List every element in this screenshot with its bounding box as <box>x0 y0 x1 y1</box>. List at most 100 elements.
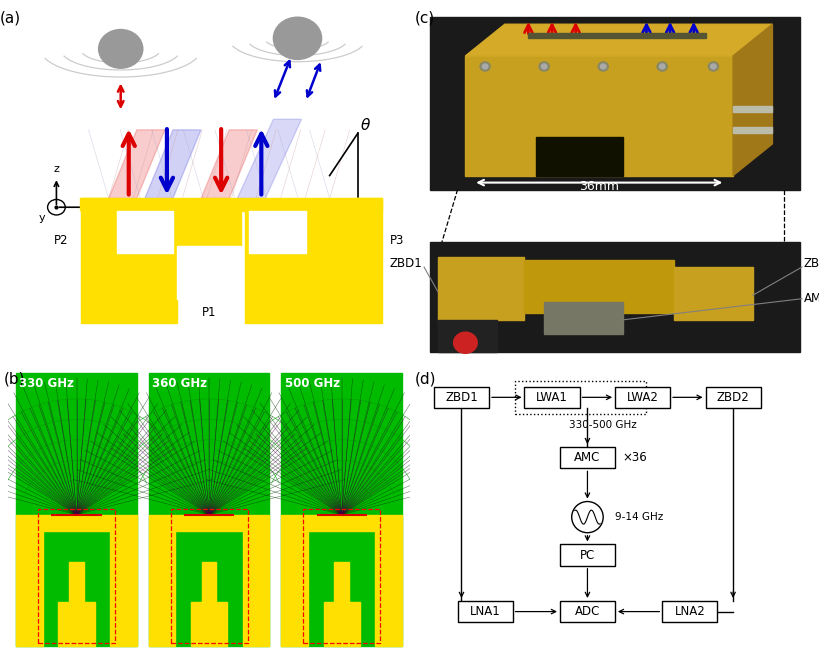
Bar <box>544 302 622 334</box>
Text: LWA1: LWA1 <box>536 391 568 404</box>
Circle shape <box>658 64 664 69</box>
Bar <box>559 601 614 622</box>
Bar <box>437 320 496 351</box>
Bar <box>704 386 760 408</box>
Bar <box>80 210 177 323</box>
Bar <box>58 602 94 645</box>
Bar <box>536 137 622 175</box>
Bar <box>334 562 349 602</box>
Circle shape <box>482 64 487 69</box>
Text: AMC: AMC <box>803 292 819 305</box>
Circle shape <box>453 332 477 353</box>
Circle shape <box>656 62 667 71</box>
Bar <box>673 267 752 320</box>
Bar <box>559 447 614 468</box>
Polygon shape <box>201 130 257 199</box>
Text: P3: P3 <box>390 234 404 247</box>
Bar <box>110 531 137 645</box>
Text: 36mm: 36mm <box>578 181 618 193</box>
Bar <box>170 509 247 643</box>
Bar <box>437 256 524 320</box>
Bar <box>514 380 645 414</box>
Text: (d): (d) <box>414 371 435 386</box>
Circle shape <box>597 62 608 71</box>
Bar <box>614 386 669 408</box>
Bar <box>249 210 305 253</box>
Text: PC: PC <box>579 548 595 562</box>
Bar <box>177 210 241 246</box>
Bar <box>429 242 799 351</box>
Bar <box>245 210 382 323</box>
Circle shape <box>538 62 549 71</box>
Text: ZBD2: ZBD2 <box>803 257 819 270</box>
Text: 360 GHz: 360 GHz <box>152 377 207 390</box>
Bar <box>433 386 488 408</box>
Text: (b): (b) <box>4 371 25 386</box>
Bar <box>429 17 799 190</box>
Text: 9-14 GHz: 9-14 GHz <box>614 512 663 522</box>
Text: 330 GHz: 330 GHz <box>20 377 75 390</box>
Bar <box>149 531 175 645</box>
Polygon shape <box>353 199 382 210</box>
Bar <box>16 515 137 531</box>
Bar <box>324 602 360 645</box>
Bar <box>69 562 84 602</box>
Text: ZBD1: ZBD1 <box>389 257 422 270</box>
Text: ZBD2: ZBD2 <box>716 391 749 404</box>
Bar <box>191 602 227 645</box>
Bar <box>281 373 401 645</box>
Polygon shape <box>80 199 109 210</box>
Circle shape <box>710 64 715 69</box>
Text: θ: θ <box>360 118 370 133</box>
Text: 500 GHz: 500 GHz <box>284 377 339 390</box>
Bar <box>524 260 673 313</box>
Text: LWA2: LWA2 <box>626 391 658 404</box>
Bar <box>281 531 308 645</box>
Circle shape <box>600 64 605 69</box>
Polygon shape <box>109 130 165 199</box>
Text: LNA2: LNA2 <box>673 605 704 618</box>
Bar <box>242 531 269 645</box>
Text: LNA1: LNA1 <box>469 605 500 618</box>
Bar <box>281 515 401 531</box>
Bar <box>201 562 216 602</box>
Polygon shape <box>145 130 201 199</box>
Circle shape <box>273 17 321 59</box>
Bar <box>303 509 380 643</box>
Bar <box>116 210 173 253</box>
Bar <box>524 386 579 408</box>
Polygon shape <box>732 24 771 175</box>
Bar <box>38 509 115 643</box>
Text: (a): (a) <box>0 10 21 25</box>
Bar <box>527 33 704 39</box>
Text: AMC: AMC <box>573 452 600 464</box>
Bar <box>16 531 43 645</box>
Bar <box>80 199 382 210</box>
Text: ZBD1: ZBD1 <box>445 391 477 404</box>
Polygon shape <box>465 24 771 56</box>
Circle shape <box>541 64 546 69</box>
Circle shape <box>708 62 717 71</box>
Bar <box>732 106 771 112</box>
Bar <box>457 601 512 622</box>
Text: P2: P2 <box>54 234 69 247</box>
Polygon shape <box>237 120 301 199</box>
Bar <box>149 373 269 645</box>
Text: 330-500 GHz: 330-500 GHz <box>568 420 636 430</box>
Text: y: y <box>39 213 46 223</box>
Text: ×36: ×36 <box>622 452 647 464</box>
Text: P1: P1 <box>201 306 216 319</box>
Bar <box>732 127 771 133</box>
Bar <box>662 601 717 622</box>
Text: x: x <box>97 203 103 212</box>
Polygon shape <box>465 56 732 175</box>
Bar <box>149 515 269 531</box>
Text: (c): (c) <box>414 10 434 25</box>
Bar <box>16 373 137 645</box>
Text: z: z <box>53 164 59 174</box>
Circle shape <box>98 29 143 68</box>
Bar <box>177 246 241 299</box>
Text: ADC: ADC <box>574 605 600 618</box>
Bar <box>375 531 401 645</box>
Bar <box>559 544 614 566</box>
